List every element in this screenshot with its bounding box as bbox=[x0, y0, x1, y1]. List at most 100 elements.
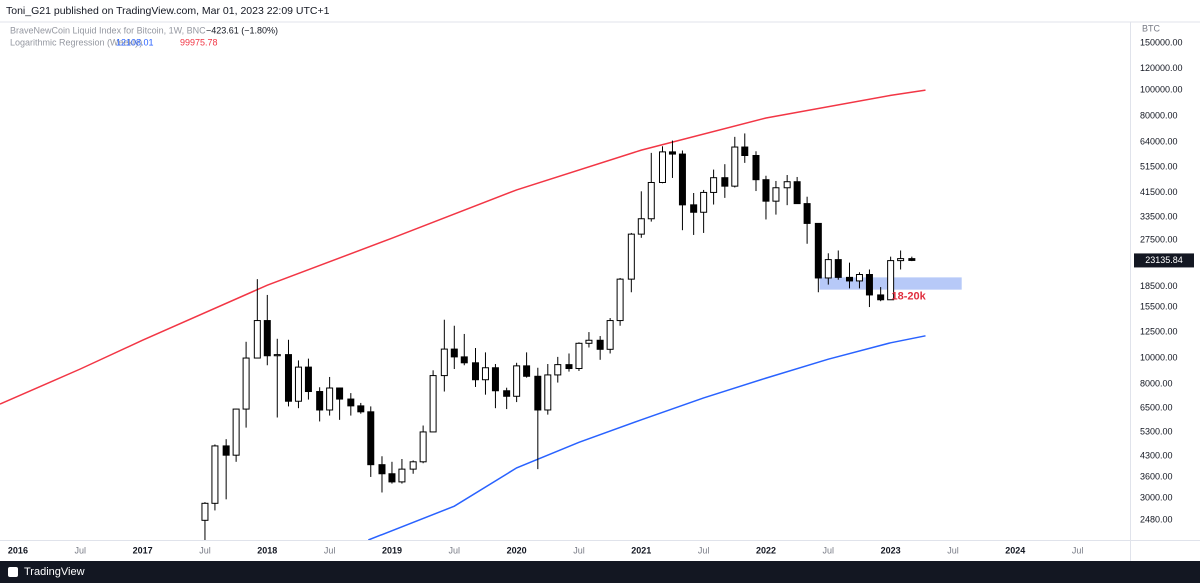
footer-bar bbox=[0, 561, 1200, 583]
y-tick-label: 4300.00 bbox=[1140, 451, 1173, 461]
x-tick-label: Jul bbox=[324, 545, 336, 555]
legend-title: BraveNewCoin Liquid Index for Bitcoin, 1… bbox=[10, 25, 206, 35]
candle-body bbox=[814, 222, 822, 279]
header-text: Toni_G21 published on TradingView.com, M… bbox=[6, 5, 330, 17]
x-tick-label: 2018 bbox=[257, 545, 277, 555]
candle-body bbox=[336, 387, 344, 400]
plot-area bbox=[0, 89, 962, 540]
candle-body bbox=[211, 445, 219, 504]
candle-body bbox=[877, 294, 885, 301]
candle-body bbox=[523, 365, 531, 377]
overlay: 150000.00 120000.00 100000.00 80000.00 64000… bbox=[8, 37, 1194, 555]
candle-body bbox=[690, 204, 698, 213]
candle-body bbox=[450, 348, 458, 358]
x-tick-label: 2016 bbox=[8, 545, 28, 555]
candle-body bbox=[409, 461, 417, 470]
x-tick-label: 2020 bbox=[507, 545, 527, 555]
y-tick-label: 8000.00 bbox=[1140, 378, 1173, 388]
x-tick-label: Jul bbox=[573, 545, 585, 555]
candle-body bbox=[347, 398, 355, 407]
footer-brand: TradingView bbox=[24, 566, 85, 578]
candle-body bbox=[201, 502, 209, 521]
candle-body bbox=[700, 191, 708, 213]
candle-body bbox=[865, 274, 873, 296]
candle-body bbox=[606, 320, 614, 350]
x-tick-label: Jul bbox=[75, 545, 87, 555]
candle-body bbox=[908, 258, 916, 261]
candle-body bbox=[232, 408, 240, 456]
y-tick-label: 12500.00 bbox=[1140, 326, 1178, 336]
x-tick-label: 2019 bbox=[382, 545, 402, 555]
x-tick-label: Jul bbox=[199, 545, 211, 555]
x-tick-label: Jul bbox=[698, 545, 710, 555]
candle-body bbox=[710, 177, 718, 193]
candle-body bbox=[731, 146, 739, 187]
y-tick-label: 15500.00 bbox=[1140, 301, 1178, 311]
candle-body bbox=[513, 365, 521, 397]
candle-body bbox=[637, 218, 645, 235]
x-tick-label: 2017 bbox=[133, 545, 153, 555]
candle-body bbox=[388, 473, 396, 483]
candle-body bbox=[824, 259, 832, 279]
candle-body bbox=[284, 354, 292, 402]
y-tick-label: 3000.00 bbox=[1140, 493, 1173, 503]
x-tick-label: 2022 bbox=[756, 545, 776, 555]
y-tick-label: 64000.00 bbox=[1140, 136, 1178, 146]
candle-body bbox=[627, 233, 635, 280]
y-tick-label: 150000.00 bbox=[1140, 37, 1183, 47]
candle-body bbox=[678, 153, 686, 206]
candle-body bbox=[263, 320, 271, 357]
candle-body bbox=[668, 151, 676, 155]
candle-body bbox=[398, 468, 406, 483]
candle-body bbox=[803, 203, 811, 224]
candle-body bbox=[772, 187, 780, 202]
x-tick-label: 2023 bbox=[881, 545, 901, 555]
x-tick-label: Jul bbox=[449, 545, 461, 555]
candle-body bbox=[222, 445, 230, 456]
candle-body bbox=[357, 405, 365, 413]
candle-body bbox=[741, 146, 749, 156]
x-tick-label: Jul bbox=[947, 545, 959, 555]
candle-body bbox=[471, 362, 479, 381]
candle-body bbox=[419, 431, 427, 463]
candle-body bbox=[887, 260, 895, 301]
candle-body bbox=[294, 366, 302, 402]
candle-body bbox=[752, 154, 760, 181]
y-tick-label: 2480.00 bbox=[1140, 515, 1173, 525]
candle-body bbox=[793, 181, 801, 205]
candle-body bbox=[647, 181, 655, 220]
candle-body bbox=[304, 366, 312, 393]
candle-body bbox=[491, 367, 499, 392]
price-axis-unit: BTC bbox=[1142, 23, 1161, 33]
candle-body bbox=[273, 354, 281, 357]
x-tick-label: 2021 bbox=[631, 545, 651, 555]
candle-body bbox=[565, 364, 573, 370]
regression-line bbox=[368, 335, 926, 540]
candle-body bbox=[367, 411, 375, 466]
regression-line bbox=[0, 89, 926, 405]
y-tick-label: 51500.00 bbox=[1140, 162, 1178, 172]
candle-body bbox=[440, 348, 448, 377]
y-tick-label: 80000.00 bbox=[1140, 110, 1178, 120]
y-tick-label: 41500.00 bbox=[1140, 187, 1178, 197]
y-tick-label: 33500.00 bbox=[1140, 212, 1178, 222]
y-tick-label: 18500.00 bbox=[1140, 281, 1178, 291]
indicator-value: 12108.01 bbox=[116, 37, 154, 47]
x-tick-label: 2024 bbox=[1005, 545, 1025, 555]
y-tick-label: 6500.00 bbox=[1140, 403, 1173, 413]
candle-body bbox=[460, 356, 468, 364]
candle-body bbox=[326, 387, 334, 411]
candle-body bbox=[253, 320, 261, 359]
y-tick-label: 3600.00 bbox=[1140, 471, 1173, 481]
candle-body bbox=[596, 339, 604, 350]
candle-body bbox=[783, 181, 791, 189]
x-tick-label: Jul bbox=[823, 545, 835, 555]
last-price-label: 23135.84 bbox=[1145, 255, 1183, 265]
candle-body bbox=[585, 339, 593, 344]
y-tick-label: 100000.00 bbox=[1140, 84, 1183, 94]
candle-body bbox=[721, 177, 729, 187]
y-tick-label: 5300.00 bbox=[1140, 426, 1173, 436]
candle-body bbox=[503, 390, 511, 397]
